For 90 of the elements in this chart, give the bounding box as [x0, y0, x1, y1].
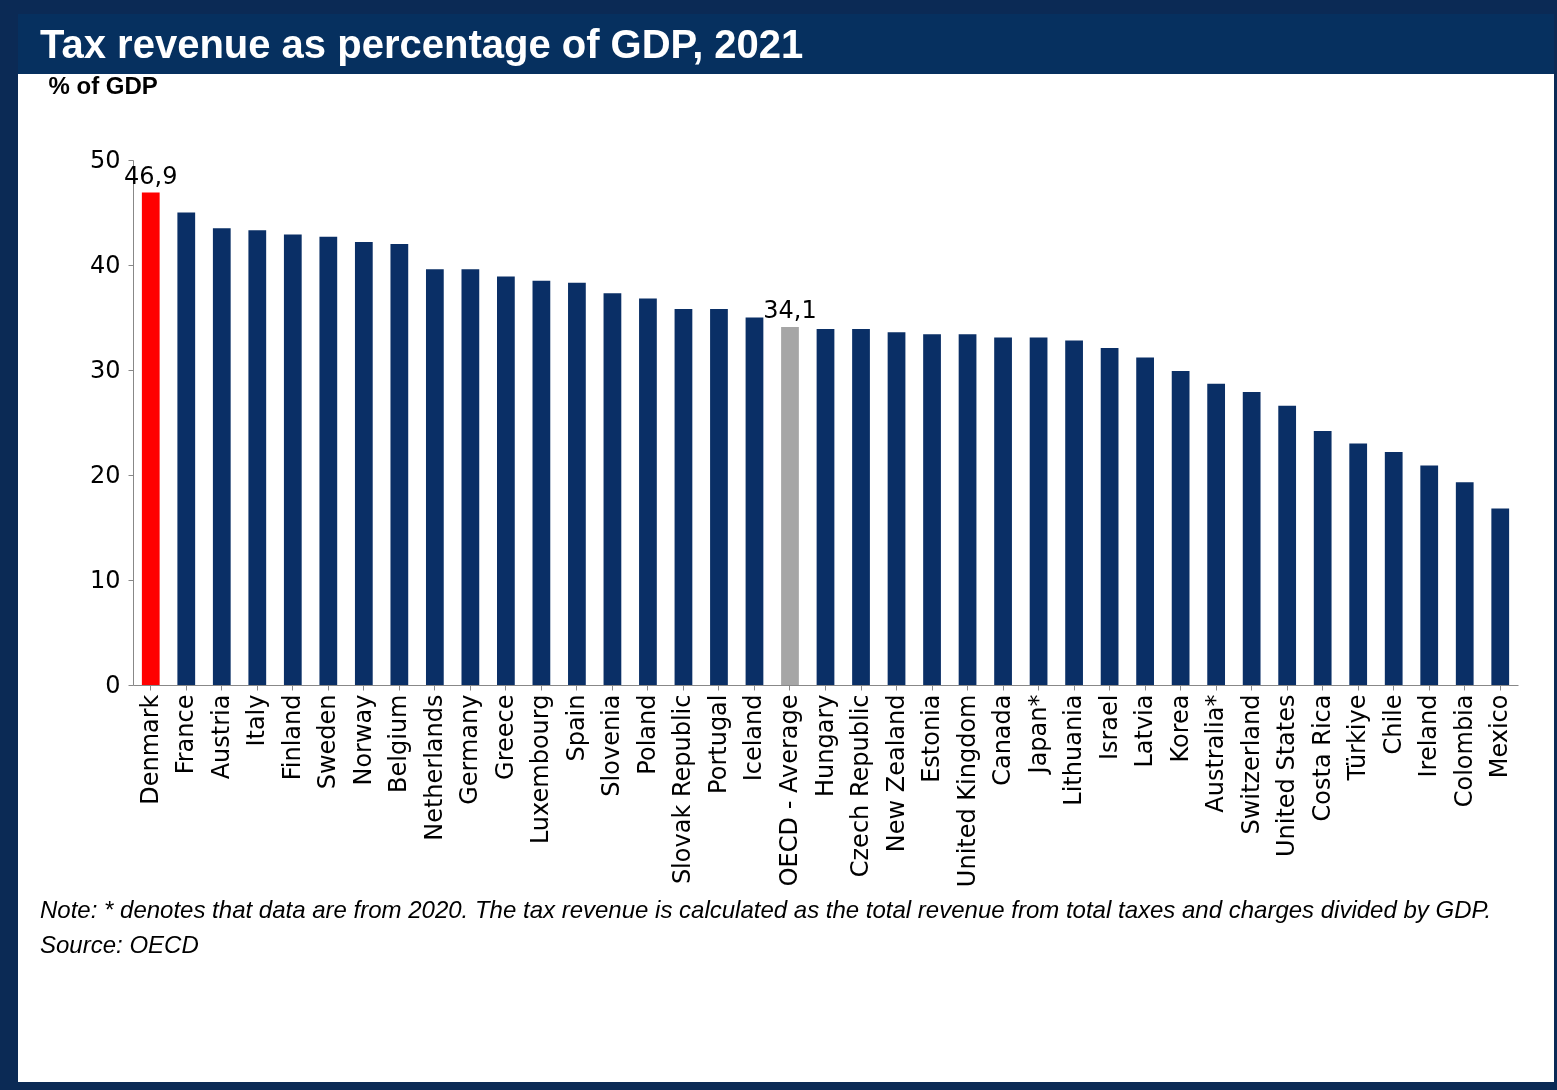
x-tick-label: Slovenia — [597, 694, 626, 797]
x-tick-label: Germany — [455, 694, 484, 805]
bar — [1029, 337, 1048, 685]
x-tick-label: Estonia — [917, 694, 946, 783]
x-tick-label: Finland — [277, 694, 306, 781]
x-tick-label: Switzerland — [1236, 694, 1265, 835]
y-axis-title: % of GDP — [48, 71, 158, 99]
x-tick-label: Ireland — [1414, 694, 1443, 778]
bar — [745, 317, 764, 685]
data-label: 46,9 — [124, 161, 178, 190]
bar — [1384, 451, 1403, 685]
x-tick-label: Greece — [490, 694, 519, 780]
bar — [852, 329, 870, 685]
bar — [887, 332, 906, 685]
bar — [425, 269, 444, 685]
x-tick-label: Türkiye — [1343, 694, 1372, 782]
bar — [390, 244, 409, 685]
chart-title: Tax revenue as percentage of GDP, 2021 — [40, 22, 804, 66]
x-tick-label: Chile — [1378, 694, 1407, 755]
bar — [1171, 371, 1190, 685]
x-tick-label: Poland — [632, 694, 661, 775]
x-tick-label: Denmark — [135, 694, 164, 805]
data-label: 34,1 — [763, 295, 817, 324]
y-tick-label: 20 — [89, 460, 121, 489]
bar — [1349, 443, 1368, 685]
bar — [674, 309, 693, 685]
bar — [1420, 465, 1439, 685]
x-tick-label: Iceland — [739, 694, 768, 782]
bar — [1065, 340, 1083, 685]
bar — [994, 337, 1012, 685]
x-tick-label: New Zealand — [881, 694, 910, 853]
x-tick-label: Latvia — [1130, 694, 1159, 768]
bar — [1100, 347, 1119, 685]
y-tick-label: 40 — [89, 250, 121, 279]
bar — [639, 298, 657, 685]
bar — [710, 309, 728, 685]
bar — [1207, 383, 1226, 685]
y-tick-label: 30 — [89, 355, 121, 384]
x-tick-label: Spain — [561, 694, 590, 762]
bar — [923, 334, 941, 685]
y-tick-label: 50 — [89, 145, 121, 174]
bar — [461, 269, 480, 685]
bar — [532, 280, 551, 685]
bar — [1242, 392, 1261, 685]
bar — [248, 230, 267, 685]
x-tick-label: Israel — [1094, 694, 1123, 761]
bar — [319, 236, 338, 685]
x-tick-label: Portugal — [703, 694, 732, 794]
x-tick-label: Costa Rica — [1307, 694, 1336, 822]
bar — [781, 326, 799, 685]
x-tick-label: Canada — [988, 694, 1017, 786]
bar — [603, 293, 622, 685]
bar — [141, 192, 160, 685]
x-tick-label: Hungary — [810, 694, 839, 797]
x-tick-label: Slovak Republic — [668, 694, 697, 885]
x-tick-label: Netherlands — [419, 694, 448, 841]
x-tick-label: Korea — [1165, 694, 1194, 763]
x-tick-label: Austria — [206, 694, 235, 780]
bar — [177, 212, 196, 685]
bar — [497, 276, 515, 685]
bar — [212, 228, 231, 685]
bar — [568, 282, 586, 685]
text: Note: * denotes that data are from 2020. The tax revenue is calculated as the total revenue from total taxes and charges divided by GDP. — [40, 895, 1493, 925]
x-tick-label: Colombia — [1449, 694, 1478, 808]
bar — [1278, 405, 1297, 685]
source-note: Source: OECD — [40, 930, 200, 960]
x-tick-label: Norway — [348, 694, 377, 786]
bar — [1455, 482, 1474, 685]
x-tick-label: Belgium — [384, 694, 413, 793]
x-tick-label: Czech Republic — [846, 694, 875, 878]
bar — [354, 241, 373, 685]
bar — [816, 329, 835, 685]
x-tick-label: Mexico — [1485, 694, 1514, 779]
y-tick-label: 10 — [89, 565, 121, 594]
bar — [1491, 508, 1510, 685]
bar — [283, 234, 302, 685]
bar — [1313, 430, 1332, 685]
x-tick-label: Sweden — [313, 694, 342, 790]
bar — [958, 334, 977, 685]
x-tick-label: Luxembourg — [526, 694, 555, 845]
y-tick-label: 0 — [105, 670, 121, 699]
x-tick-label: OECD - Average — [774, 694, 803, 887]
x-tick-label: Japan* — [1023, 694, 1052, 776]
x-tick-label: Italy — [242, 694, 271, 747]
x-tick-label: United States — [1272, 694, 1301, 858]
bar — [1136, 357, 1154, 685]
x-tick-label: Australia* — [1201, 694, 1230, 813]
x-tick-label: France — [171, 694, 200, 775]
x-tick-label: Lithuania — [1059, 694, 1088, 806]
x-tick-label: United Kingdom — [952, 694, 981, 888]
